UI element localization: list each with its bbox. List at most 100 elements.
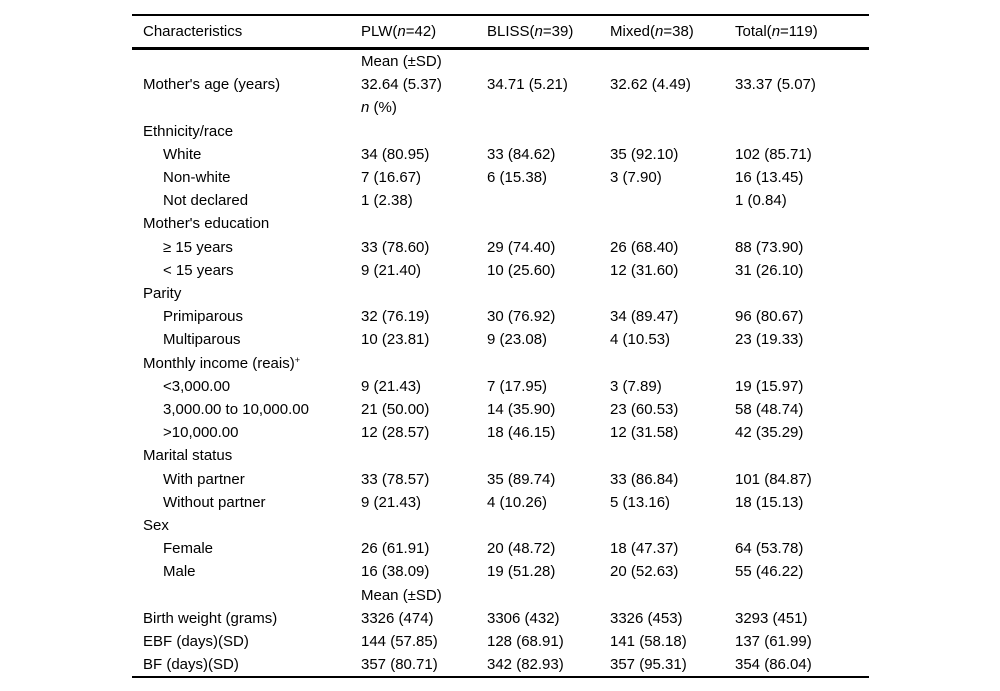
value-cell: 102 (85.71)	[735, 145, 812, 163]
value-cell	[361, 212, 487, 235]
value-cell: 64 (53.78)	[735, 540, 804, 558]
value-cell: 16 (38.09)	[361, 563, 430, 581]
value-cell	[735, 352, 869, 375]
value-cell	[610, 282, 735, 305]
value-cell: 21 (50.00)	[361, 401, 430, 419]
value-cell: 26 (68.40)	[610, 238, 679, 256]
value-cell: 7 (16.67)	[361, 169, 422, 187]
table-row: BF (days)(SD) 357 (80.71) 342 (82.93) 357 (…	[132, 653, 869, 677]
value-cell: 14 (35.90)	[487, 401, 556, 419]
value-cell	[610, 120, 735, 143]
value-cell: 32.62 (4.49)	[610, 76, 691, 94]
table-row: EBF (days)(SD) 144 (57.85) 128 (68.91) 141 …	[132, 630, 869, 653]
value-cell: Mean (±SD)	[361, 586, 442, 604]
row-label	[132, 96, 361, 119]
value-cell: 5 (13.16)	[610, 493, 671, 511]
table-row: Multiparous 10 (23.81) 9 (23.08) 4 (10.53) 2…	[132, 328, 869, 351]
table-row: Male 16 (38.09) 19 (51.28) 20 (52.63) 55 (46…	[132, 560, 869, 583]
value-cell: 23 (60.53)	[610, 401, 679, 419]
value-cell: 4 (10.53)	[610, 331, 671, 349]
value-cell: 18 (15.13)	[735, 493, 804, 511]
row-label: Birth weight (grams)	[143, 609, 278, 627]
value-cell	[610, 444, 735, 467]
value-cell: 55 (46.22)	[735, 563, 804, 581]
value-cell: 58 (48.74)	[735, 401, 804, 419]
header-row: Characteristics PLW(n=42) BLISS(n=39) Mixed…	[132, 15, 869, 50]
value-cell: 357 (95.31)	[610, 656, 687, 674]
value-cell	[610, 96, 735, 119]
value-cell: 33 (86.84)	[610, 470, 679, 488]
value-cell: 96 (80.67)	[735, 308, 804, 326]
value-cell: 141 (58.18)	[610, 633, 687, 651]
row-label: Parity	[143, 285, 182, 303]
value-cell: 10 (23.81)	[361, 331, 430, 349]
value-cell: 26 (61.91)	[361, 540, 430, 558]
value-cell: 18 (47.37)	[610, 540, 679, 558]
table-row: Ethnicity/race	[132, 120, 869, 143]
table-row: n (%)	[132, 96, 869, 119]
row-label	[132, 49, 361, 74]
value-cell: 9 (21.43)	[361, 493, 422, 511]
table-row: Not declared 1 (2.38) 1 (0.84)	[132, 189, 869, 212]
value-cell	[487, 584, 610, 607]
value-cell	[735, 514, 869, 537]
value-cell: 1 (2.38)	[361, 192, 413, 210]
table-row: Primiparous 32 (76.19) 30 (76.92) 34 (89.47…	[132, 305, 869, 328]
value-cell: 3306 (432)	[487, 609, 560, 627]
value-cell	[487, 352, 610, 375]
table-row: Marital status	[132, 444, 869, 467]
value-cell: 144 (57.85)	[361, 633, 438, 651]
table-row: Mean (±SD)	[132, 49, 869, 74]
characteristics-table-wrap: Characteristics PLW(n=42) BLISS(n=39) Mixed…	[132, 14, 869, 679]
row-label: <3,000.00	[163, 377, 231, 395]
table-row: Non-white 7 (16.67) 6 (15.38) 3 (7.90) 16 (1…	[132, 166, 869, 189]
value-cell: 101 (84.87)	[735, 470, 812, 488]
value-cell: 12 (31.58)	[610, 424, 679, 442]
characteristics-table: Characteristics PLW(n=42) BLISS(n=39) Mixed…	[132, 14, 869, 679]
table-row: >10,000.00 12 (28.57) 18 (46.15) 12 (31.58)…	[132, 421, 869, 444]
table-row: Monthly income (reais)+	[132, 352, 869, 375]
value-cell: 35 (89.74)	[487, 470, 556, 488]
table-body: Mean (±SD) Mother's age (years) 32.64 (5.3…	[132, 49, 869, 678]
value-cell	[487, 514, 610, 537]
column-header: PLW(n=42)	[361, 15, 487, 50]
value-cell: 3 (7.89)	[610, 377, 662, 395]
value-cell	[361, 444, 487, 467]
value-cell: 3326 (453)	[610, 609, 683, 627]
value-cell: 9 (21.43)	[361, 377, 422, 395]
value-cell: 3326 (474)	[361, 609, 434, 627]
value-cell	[487, 189, 610, 212]
value-cell: 35 (92.10)	[610, 145, 679, 163]
value-cell	[361, 282, 487, 305]
table-row: Female 26 (61.91) 20 (48.72) 18 (47.37) 64 (…	[132, 537, 869, 560]
value-cell: 1 (0.84)	[735, 192, 787, 210]
value-cell	[361, 352, 487, 375]
value-cell: 34.71 (5.21)	[487, 76, 568, 94]
value-cell	[610, 49, 735, 74]
value-cell: 19 (51.28)	[487, 563, 556, 581]
column-header: BLISS(n=39)	[487, 15, 610, 50]
row-label: Mother's education	[143, 215, 270, 233]
row-label: EBF (days)(SD)	[143, 633, 249, 651]
row-label: BF (days)(SD)	[143, 656, 239, 674]
value-cell: 4 (10.26)	[487, 493, 548, 511]
value-cell: 3 (7.90)	[610, 169, 662, 187]
value-cell	[610, 212, 735, 235]
table-row: Sex	[132, 514, 869, 537]
table-row: With partner 33 (78.57) 35 (89.74) 33 (86.8…	[132, 468, 869, 491]
column-header: Mixed(n=38)	[610, 15, 735, 50]
value-cell: 33 (78.60)	[361, 238, 430, 256]
row-label: Primiparous	[163, 308, 244, 326]
row-label: ≥ 15 years	[163, 238, 233, 256]
value-cell: 12 (31.60)	[610, 261, 679, 279]
row-label: < 15 years	[163, 261, 234, 279]
row-label: Mother's age (years)	[143, 76, 281, 94]
value-cell: 18 (46.15)	[487, 424, 556, 442]
value-cell: 9 (21.40)	[361, 261, 422, 279]
value-cell	[735, 444, 869, 467]
value-cell: Mean (±SD)	[361, 53, 442, 70]
value-cell	[610, 352, 735, 375]
value-cell	[610, 189, 735, 212]
row-label: 3,000.00 to 10,000.00	[163, 401, 309, 419]
row-label: Marital status	[143, 447, 233, 465]
